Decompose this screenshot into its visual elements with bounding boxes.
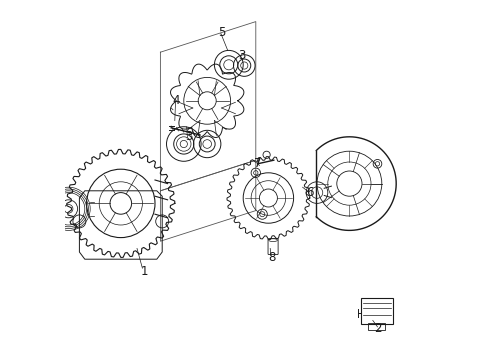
Text: 3: 3 xyxy=(238,49,245,62)
Text: 5: 5 xyxy=(218,26,225,39)
Bar xyxy=(361,298,392,324)
Text: 1: 1 xyxy=(141,265,148,278)
Bar xyxy=(368,323,386,330)
Text: 3: 3 xyxy=(186,130,193,143)
Text: 2: 2 xyxy=(374,322,382,335)
Text: 6: 6 xyxy=(306,186,314,199)
Text: 4: 4 xyxy=(173,94,180,107)
Text: 7: 7 xyxy=(254,157,261,170)
Text: 8: 8 xyxy=(269,251,276,264)
